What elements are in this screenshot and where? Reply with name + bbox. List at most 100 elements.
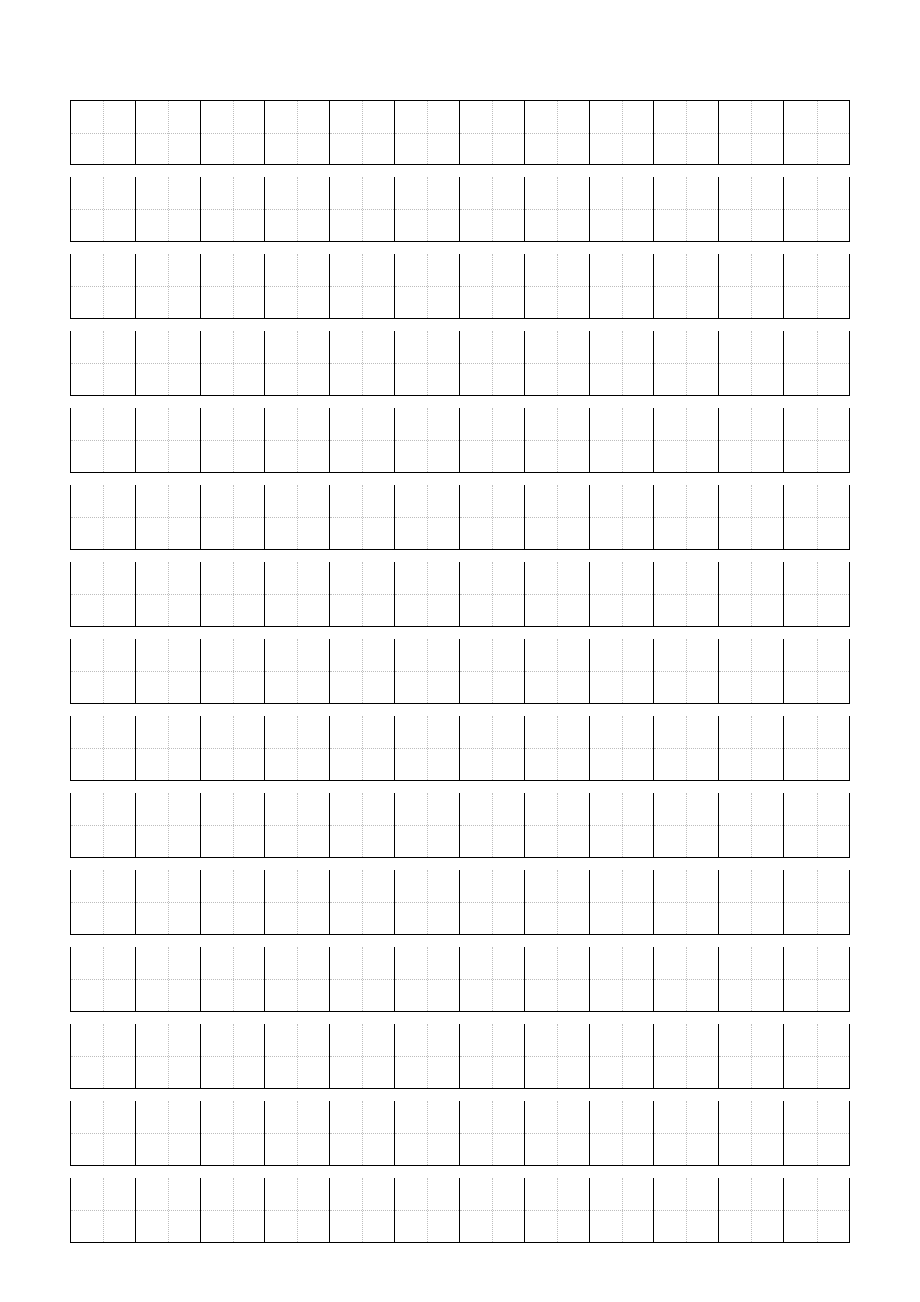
guide-vertical xyxy=(492,793,493,857)
grid-cell xyxy=(395,716,460,780)
grid-cell xyxy=(395,947,460,1011)
grid-cell xyxy=(784,639,849,703)
guide-vertical xyxy=(686,562,687,626)
grid-cell xyxy=(395,1178,460,1242)
guide-vertical xyxy=(751,177,752,241)
guide-vertical xyxy=(751,408,752,472)
grid-cell xyxy=(136,870,201,934)
guide-vertical xyxy=(751,562,752,626)
grid-cell xyxy=(654,639,719,703)
grid-cell xyxy=(590,101,655,164)
guide-vertical xyxy=(492,101,493,164)
grid-cell xyxy=(719,254,784,318)
grid-cell xyxy=(784,485,849,549)
grid-cell xyxy=(136,177,201,241)
guide-vertical xyxy=(622,408,623,472)
grid-row xyxy=(70,254,850,319)
grid-cell xyxy=(330,177,395,241)
guide-vertical xyxy=(427,101,428,164)
guide-vertical xyxy=(817,1024,818,1088)
grid-cell xyxy=(525,101,590,164)
grid-cell xyxy=(265,101,330,164)
grid-cell xyxy=(590,793,655,857)
guide-vertical xyxy=(362,793,363,857)
guide-vertical xyxy=(427,716,428,780)
grid-row xyxy=(70,870,850,935)
grid-cell xyxy=(71,408,136,472)
guide-vertical xyxy=(168,716,169,780)
grid-cell xyxy=(460,101,525,164)
guide-vertical xyxy=(622,1024,623,1088)
guide-vertical xyxy=(362,1101,363,1165)
guide-vertical xyxy=(362,408,363,472)
guide-vertical xyxy=(817,716,818,780)
guide-vertical xyxy=(233,1101,234,1165)
grid-cell xyxy=(71,1024,136,1088)
guide-vertical xyxy=(751,1178,752,1242)
guide-vertical xyxy=(557,408,558,472)
guide-vertical xyxy=(168,870,169,934)
grid-cell xyxy=(395,793,460,857)
grid-cell xyxy=(71,716,136,780)
guide-vertical xyxy=(362,562,363,626)
grid-cell xyxy=(460,716,525,780)
guide-vertical xyxy=(817,1101,818,1165)
grid-cell xyxy=(136,408,201,472)
guide-vertical xyxy=(751,1024,752,1088)
guide-vertical xyxy=(103,254,104,318)
guide-vertical xyxy=(233,947,234,1011)
guide-vertical xyxy=(168,485,169,549)
grid-cell xyxy=(265,562,330,626)
guide-vertical xyxy=(817,331,818,395)
guide-vertical xyxy=(751,485,752,549)
grid-cell xyxy=(719,1101,784,1165)
guide-vertical xyxy=(168,408,169,472)
grid-row xyxy=(70,100,850,165)
guide-vertical xyxy=(168,947,169,1011)
grid-cell xyxy=(654,101,719,164)
grid-cell xyxy=(719,177,784,241)
guide-vertical xyxy=(233,485,234,549)
guide-vertical xyxy=(686,101,687,164)
grid-cell xyxy=(784,870,849,934)
guide-vertical xyxy=(492,177,493,241)
guide-vertical xyxy=(622,639,623,703)
guide-vertical xyxy=(557,793,558,857)
guide-vertical xyxy=(622,254,623,318)
guide-vertical xyxy=(751,870,752,934)
guide-vertical xyxy=(492,485,493,549)
grid-cell xyxy=(265,793,330,857)
guide-vertical xyxy=(168,1101,169,1165)
grid-cell xyxy=(719,639,784,703)
guide-vertical xyxy=(103,1101,104,1165)
grid-cell xyxy=(330,562,395,626)
grid-cell xyxy=(201,254,266,318)
guide-vertical xyxy=(686,254,687,318)
guide-vertical xyxy=(492,331,493,395)
guide-vertical xyxy=(427,793,428,857)
grid-cell xyxy=(71,1101,136,1165)
grid-cell xyxy=(590,1101,655,1165)
guide-vertical xyxy=(297,331,298,395)
grid-cell xyxy=(265,254,330,318)
grid-cell xyxy=(719,793,784,857)
guide-vertical xyxy=(168,101,169,164)
guide-vertical xyxy=(168,639,169,703)
grid-cell xyxy=(719,562,784,626)
grid-cell xyxy=(395,639,460,703)
grid-cell xyxy=(654,331,719,395)
grid-row xyxy=(70,793,850,858)
grid-cell xyxy=(136,254,201,318)
grid-cell xyxy=(590,1178,655,1242)
grid-cell xyxy=(201,1178,266,1242)
guide-vertical xyxy=(622,485,623,549)
guide-vertical xyxy=(168,1024,169,1088)
grid-row xyxy=(70,1024,850,1089)
guide-vertical xyxy=(817,870,818,934)
grid-cell xyxy=(136,101,201,164)
guide-vertical xyxy=(297,1178,298,1242)
guide-vertical xyxy=(817,793,818,857)
grid-cell xyxy=(395,1024,460,1088)
grid-cell xyxy=(784,177,849,241)
grid-cell xyxy=(201,870,266,934)
